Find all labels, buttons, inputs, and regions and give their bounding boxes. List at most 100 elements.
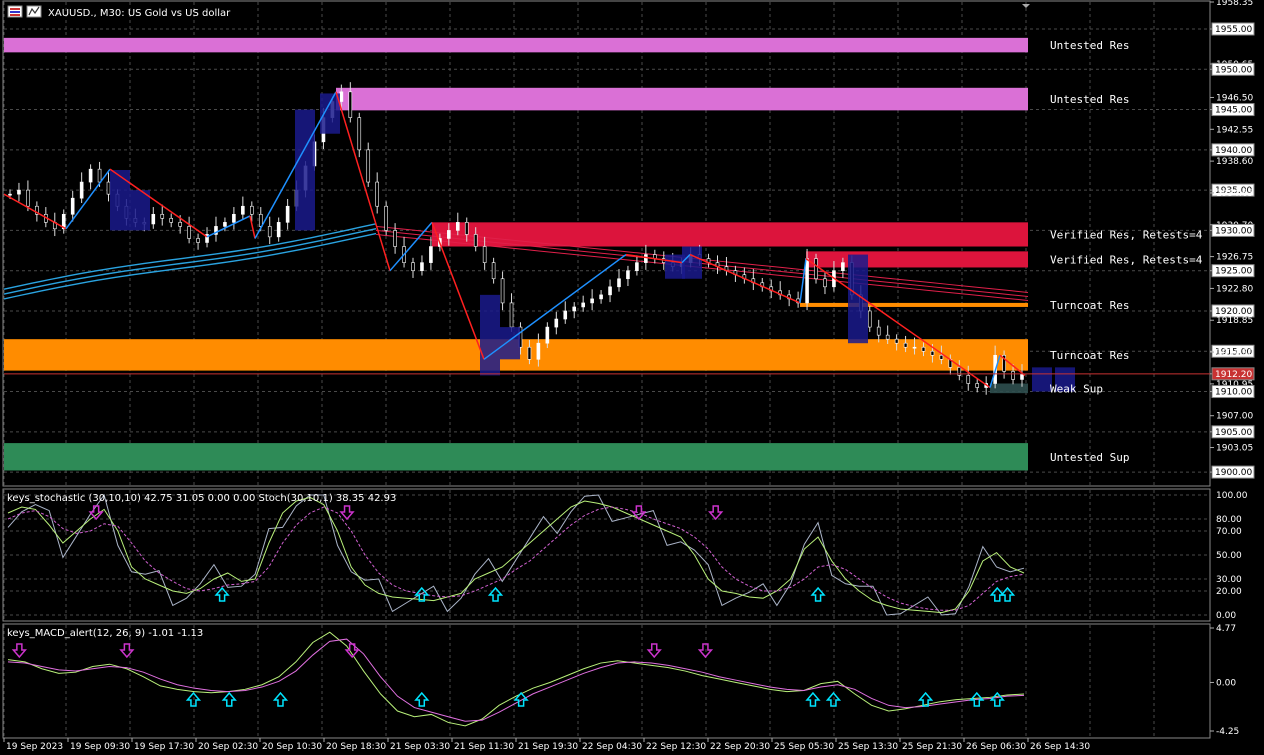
candle-body [1011,371,1015,380]
price-label: 1918.85 [1216,316,1253,326]
highlight-box [500,327,520,360]
arrow-down-icon [119,643,135,659]
candle-body [894,338,899,344]
highlight-box [848,254,868,344]
candle-body [876,326,881,336]
candle-body [106,181,111,195]
zone-label: Weak Sup [1050,382,1103,395]
candle-body [285,205,290,223]
zigzag-segment [689,253,801,304]
time-label: 19 Sep 17:30 [134,742,194,752]
candle-body [885,334,890,340]
time-label: 20 Sep 02:30 [198,742,258,752]
zigzag-segment [249,215,256,239]
sr-zone-untested-res [336,87,1028,111]
osc-line [7,496,1025,614]
candle-body [823,278,827,288]
candle-body [482,246,487,263]
price-label: 1940.00 [1215,146,1252,156]
zigzag-lines [3,91,1210,389]
zigzag-segment [681,254,691,264]
price-axis[interactable]: 1958.351955.001950.651950.001946.501945.… [1210,0,1255,479]
time-axis[interactable]: 19 Sep 2023 19 Sep 09:30 19 Sep 17:30 20 Se… [3,738,1090,752]
chart-title: XAUUSD., M30: US Gold vs US dollar [48,8,231,19]
price-label-box [1211,103,1255,117]
candle-body [608,286,612,296]
price-label: 1922.80 [1216,284,1253,294]
candle-body [250,205,254,215]
arrow-down-icon [631,505,647,521]
zigzag-segment [989,355,1001,388]
macd-label: keys_MACD_alert(12, 26, 9) -1.01 -1.13 [7,628,203,639]
price-label: 1926.75 [1216,253,1253,263]
candle-body [17,189,21,195]
arrow-up-icon [272,691,289,707]
candle-body [26,189,30,207]
candle-body [375,181,379,207]
zigzag-segment [254,91,337,239]
arrow-up-icon [414,586,430,602]
arrow-up-icon [969,691,985,707]
arrow-up-icon [185,691,202,707]
candle-body [975,383,980,388]
panel-frames [2,0,1211,739]
zigzag-segment [805,257,991,389]
candle-body [930,350,935,356]
candle-body [805,258,809,304]
price-label: 1930.00 [1215,226,1252,236]
price-label: 1905.00 [1215,428,1252,438]
candle-body [232,213,236,223]
sr-zone-turncoat [800,302,1028,307]
ma-line [3,228,377,295]
sr-zone-untested-sup [4,443,1028,471]
candle-body [70,197,75,215]
zigzag-segment [335,91,391,271]
time-label: 26 Sep 14:30 [1030,742,1090,752]
candle-body [276,222,281,238]
price-label-box [1211,62,1255,76]
price-label-box [1211,465,1255,479]
macd-level-label: 4.77 [1216,624,1236,634]
zigzag-segment [3,193,67,230]
stoch-level-label: 70.00 [1216,527,1242,537]
highlight-box [130,190,150,231]
scroll-marker-icon[interactable] [1022,4,1030,8]
candle-body [205,234,209,243]
zigzag-segment [206,215,251,238]
candle-body [617,278,621,288]
time-label: 19 Sep 09:30 [70,742,130,752]
price-label: 1925.00 [1215,267,1252,277]
candle-body [554,318,559,328]
price-label: 1900.00 [1215,468,1252,478]
zigzag-segment [65,168,111,230]
arrow-up-icon [810,586,826,602]
indicator-icon[interactable] [26,5,42,18]
candle-body [473,234,478,247]
price-label: 1910.95 [1216,380,1253,390]
zone-label: Untested Res [1050,39,1129,52]
candle-body [867,310,872,328]
arrow-up-icon [513,691,529,707]
ma-line [3,232,377,300]
osc-line [7,493,1025,616]
price-label-box [1211,183,1255,197]
candle-body [8,193,12,196]
arrow-down-icon [88,505,104,521]
arrow-up-icon [487,586,504,602]
chart-window-icon[interactable] [7,5,23,18]
candle-body [35,205,39,215]
candle-body [912,346,917,349]
candle-body [429,246,433,263]
price-label-box [1211,385,1255,399]
candle-body [491,262,496,280]
time-label: 20 Sep 18:30 [326,742,386,752]
macd-level-label: -4.25 [1216,727,1239,737]
price-label-box [1211,223,1255,237]
time-label: 21 Sep 11:30 [454,742,514,752]
price-label: 1935.00 [1215,186,1252,196]
time-label: 22 Sep 12:30 [646,742,706,752]
macd-level-label: 0.00 [1216,678,1236,688]
time-label: 26 Sep 06:30 [966,742,1026,752]
candle-body [187,226,191,239]
